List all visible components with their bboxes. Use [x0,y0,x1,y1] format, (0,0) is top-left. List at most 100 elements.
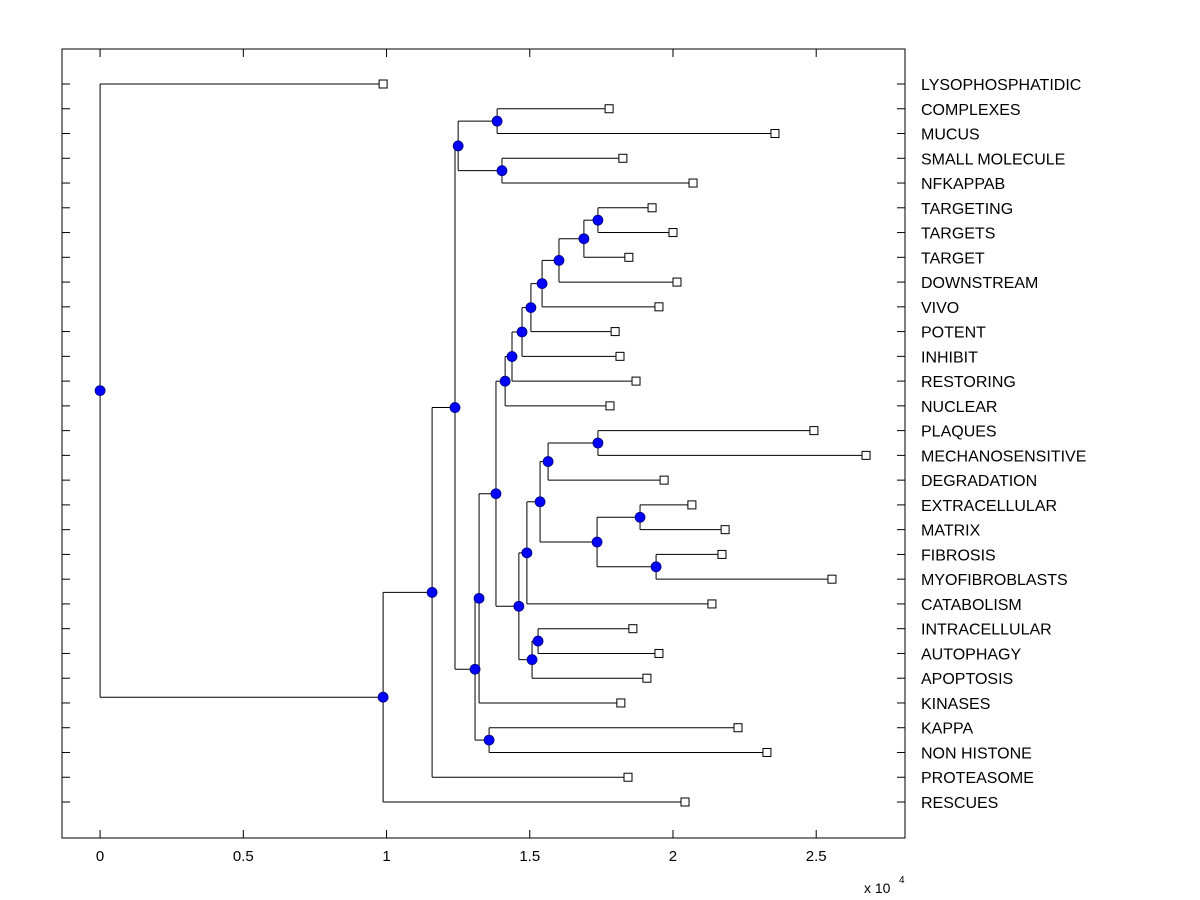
leaf-label: VIVO [921,300,959,317]
internal-node-marker [452,140,464,152]
internal-node-marker [521,547,533,559]
leaf-marker [733,723,743,733]
internal-node-marker [513,600,525,612]
leaf-marker [687,500,697,510]
internal-node-marker [377,691,389,703]
leaf-label: RESTORING [921,374,1016,391]
leaf-marker [615,351,625,361]
leaf-marker [770,129,780,139]
leaf-marker [623,772,633,782]
internal-node-marker [578,233,590,245]
internal-node-marker [426,587,438,598]
leaf-label: COMPLEXES [921,102,1021,119]
leaf-label: MATRIX [921,523,981,540]
internal-node-marker [536,278,548,290]
internal-node-marker [534,496,546,508]
plot-frame [61,48,906,839]
internal-node-marker [592,437,604,449]
internal-node-marker [449,402,461,413]
leaf-marker [610,327,620,337]
leaf-label: PLAQUES [921,424,997,441]
leaf-marker [616,698,626,708]
leaf-marker [680,797,690,807]
x-tick-labels: 0 0.5 1 1.5 2 2.5 [96,848,827,865]
x-tick-label: 1 [382,848,390,865]
leaf-label: INHIBIT [921,349,978,366]
x-tick-label: 0 [96,848,104,865]
leaf-label: INTRACELLULAR [921,622,1052,639]
leaf-marker [605,401,615,411]
internal-node-marker [496,165,508,177]
leaf-label: DOWNSTREAM [921,275,1038,292]
internal-node-marker [490,488,502,500]
leaf-label: MYOFIBROBLASTS [921,572,1068,589]
plot-background [62,49,905,838]
internal-node-marker [491,115,503,127]
leaf-marker [631,376,641,386]
leaf-marker [809,426,819,436]
leaf-label: KAPPA [921,721,974,738]
leaf-label: KINASES [921,696,990,713]
leaf-marker [659,475,669,485]
x-axis-multiplier: x 10 [864,880,891,896]
x-axis-multiplier-base: x 10 [864,880,891,896]
leaf-marker [861,450,871,460]
leaf-marker [827,574,837,584]
leaf-label: CATABOLISM [921,597,1022,614]
dendrogram-markers [94,79,871,807]
leaf-label: TARGET [921,250,985,267]
leaf-label: SMALL MOLECULE [921,151,1065,168]
internal-node-marker [591,536,603,548]
internal-node-marker [94,385,106,397]
internal-node-marker [469,663,481,675]
leaf-label: EXTRACELLULAR [921,498,1057,515]
x-tick-label: 2 [669,848,677,865]
leaf-label: TARGETING [921,201,1013,218]
internal-node-marker [592,214,604,226]
leaf-label: TARGETS [921,226,995,243]
leaf-marker [672,277,682,287]
internal-node-marker [526,654,538,666]
leaf-label: NUCLEAR [921,399,997,416]
leaf-label: FIBROSIS [921,547,996,564]
leaf-marker [654,302,664,312]
internal-node-marker [499,375,511,387]
leaf-marker [624,252,634,262]
leaf-label: MECHANOSENSITIVE [921,448,1086,465]
leaf-label: RESCUES [921,795,998,812]
leaf-label: NFKAPPAB [921,176,1005,193]
internal-node-marker [483,734,495,746]
internal-node-marker [506,351,518,362]
internal-node-marker [532,635,544,647]
leaf-marker [628,624,638,634]
leaf-label: NON HISTONE [921,745,1032,762]
internal-node-marker [634,511,646,523]
leaf-label: DEGRADATION [921,473,1037,490]
leaf-marker [668,228,678,238]
leaf-label: AUTOPHAGY [921,646,1022,663]
x-tick-label: 0.5 [233,848,254,865]
leaf-labels: LYSOPHOSPHATIDIC COMPLEXES MUCUS SMALL MOLE… [921,77,1086,812]
leaf-marker [647,203,657,213]
internal-node-marker [473,592,485,604]
leaf-marker [688,178,698,188]
leaf-marker [604,104,614,114]
x-tick-label: 2.5 [806,848,827,865]
leaf-marker [762,747,772,757]
leaf-marker [720,525,730,535]
leaf-marker [618,153,628,163]
internal-node-marker [525,302,537,314]
internal-node-marker [553,255,565,266]
leaf-marker [717,549,727,559]
leaf-marker [378,79,388,89]
internal-node-marker [650,561,662,573]
leaf-label: APOPTOSIS [921,671,1013,688]
leaf-marker [707,599,717,609]
leaf-label: PROTEASOME [921,770,1034,787]
internal-node-marker [516,326,528,338]
leaf-label: POTENT [921,325,986,342]
leaf-marker [642,673,652,683]
leaf-marker [654,648,664,658]
internal-node-marker [542,456,554,467]
